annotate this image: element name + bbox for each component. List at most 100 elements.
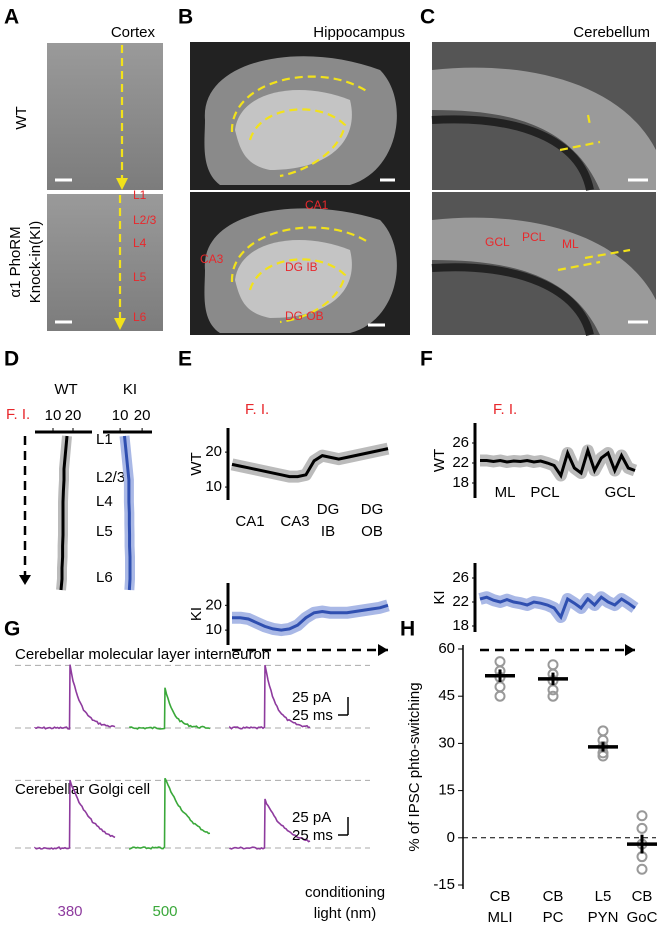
guide bbox=[557, 140, 631, 272]
y-axis-label: KI bbox=[431, 590, 448, 604]
region-label: CA3 bbox=[280, 513, 309, 530]
layer-label: L5 bbox=[133, 270, 147, 284]
scale-bar bbox=[628, 178, 648, 324]
region-label: DG bbox=[361, 501, 384, 518]
x-tick-label: L5 bbox=[595, 888, 612, 905]
region-label: OB bbox=[361, 523, 383, 540]
x-tick-label: PC bbox=[543, 909, 564, 926]
x-axis-label: conditioning bbox=[305, 884, 385, 901]
point bbox=[494, 690, 506, 702]
panel-letter: D bbox=[4, 348, 19, 371]
trace bbox=[129, 687, 211, 730]
y-tick-label: 18 bbox=[452, 474, 469, 491]
panel-title: Cerebellum bbox=[573, 24, 650, 41]
layer-label: L1 bbox=[133, 188, 147, 202]
x-tick-label: CB bbox=[632, 888, 653, 905]
y-tick-label: -15 bbox=[433, 876, 455, 893]
guide bbox=[586, 114, 592, 126]
region-label: CA1 bbox=[305, 198, 329, 212]
guide bbox=[230, 226, 369, 324]
layer-label: L2/3 bbox=[133, 213, 157, 227]
guide bbox=[230, 75, 369, 178]
panel-letter: H bbox=[400, 618, 415, 641]
y-tick-label: 45 bbox=[438, 687, 455, 704]
condition-label: 500 bbox=[152, 903, 177, 920]
y-tick-label: 15 bbox=[438, 782, 455, 799]
y-tick-label: 22 bbox=[452, 454, 469, 471]
x-tick-label: 10 bbox=[45, 407, 62, 424]
x-tick-label: 20 bbox=[134, 407, 151, 424]
point bbox=[494, 656, 506, 668]
chart-title: WT bbox=[54, 381, 77, 398]
point bbox=[494, 681, 506, 693]
panel-title: Hippocampus bbox=[313, 24, 405, 41]
x-tick-label: PYN bbox=[588, 909, 619, 926]
x-tick-label: GoC bbox=[627, 909, 658, 926]
layer-label: L4 bbox=[133, 236, 147, 250]
y-tick-label: 20 bbox=[205, 443, 222, 460]
layer-label: L5 bbox=[96, 523, 113, 540]
line bbox=[231, 447, 389, 479]
y-tick-label: 26 bbox=[452, 434, 469, 451]
point bbox=[547, 684, 559, 696]
line bbox=[480, 445, 636, 479]
axis-label: F. I. bbox=[6, 406, 30, 423]
scale-label: 25 pA bbox=[292, 689, 331, 706]
tissue bbox=[235, 90, 352, 170]
panel-title: Cortex bbox=[111, 24, 156, 41]
region-label: CA1 bbox=[235, 513, 264, 530]
region-label: DG OB bbox=[285, 309, 324, 323]
y-tick-label: 10 bbox=[205, 478, 222, 495]
point bbox=[636, 863, 648, 875]
y-axis-label: WT bbox=[188, 452, 205, 475]
region-label: DG bbox=[317, 501, 340, 518]
axis-label: F. I. bbox=[245, 401, 269, 418]
axis-label: F. I. bbox=[493, 401, 517, 418]
scale-bar bbox=[368, 178, 395, 327]
layer-label: L2/3 bbox=[96, 469, 125, 486]
trace bbox=[34, 664, 116, 730]
guide bbox=[118, 45, 124, 322]
region-label: DG IB bbox=[285, 260, 318, 274]
trace-title: Cerebellar Golgi cell bbox=[15, 781, 150, 798]
chart-title: KI bbox=[123, 381, 137, 398]
line bbox=[232, 603, 389, 632]
point bbox=[636, 810, 648, 822]
row-label: Knock-in(KI) bbox=[27, 221, 44, 304]
line bbox=[479, 595, 636, 621]
image bbox=[47, 194, 163, 331]
panel-letter: E bbox=[178, 348, 192, 371]
y-tick-label: 22 bbox=[452, 593, 469, 610]
row-label: WT bbox=[13, 106, 30, 129]
y-tick-label: 60 bbox=[438, 640, 455, 657]
region-label: ML bbox=[495, 484, 516, 501]
tissue bbox=[235, 240, 352, 318]
arrowhead bbox=[19, 575, 31, 585]
profile-line bbox=[59, 435, 69, 591]
tissue bbox=[431, 263, 594, 337]
arrowhead bbox=[625, 644, 635, 656]
scale-label: 25 ms bbox=[292, 827, 333, 844]
point bbox=[547, 690, 559, 702]
region-label: PCL bbox=[522, 230, 546, 244]
region-label: GCL bbox=[605, 484, 636, 501]
scale-label: 25 pA bbox=[292, 809, 331, 826]
point bbox=[547, 659, 559, 671]
trace-title: Cerebellar molecular layer interneuron bbox=[15, 646, 270, 663]
profile-line bbox=[123, 435, 132, 591]
layer-label: L1 bbox=[96, 431, 113, 448]
y-tick-label: 20 bbox=[205, 596, 222, 613]
panel-letter: F bbox=[420, 348, 433, 371]
layer-label: L4 bbox=[96, 493, 113, 510]
x-tick-label: MLI bbox=[487, 909, 512, 926]
panel-letter: G bbox=[4, 618, 20, 641]
scale-label: 25 ms bbox=[292, 707, 333, 724]
x-tick-label: CB bbox=[543, 888, 564, 905]
panel-letter: A bbox=[4, 6, 19, 29]
trace bbox=[229, 798, 311, 850]
arrowhead bbox=[378, 644, 388, 656]
x-tick-label: 20 bbox=[65, 407, 82, 424]
tissue bbox=[431, 115, 594, 191]
y-tick-label: 30 bbox=[438, 734, 455, 751]
y-tick-label: 18 bbox=[452, 617, 469, 634]
